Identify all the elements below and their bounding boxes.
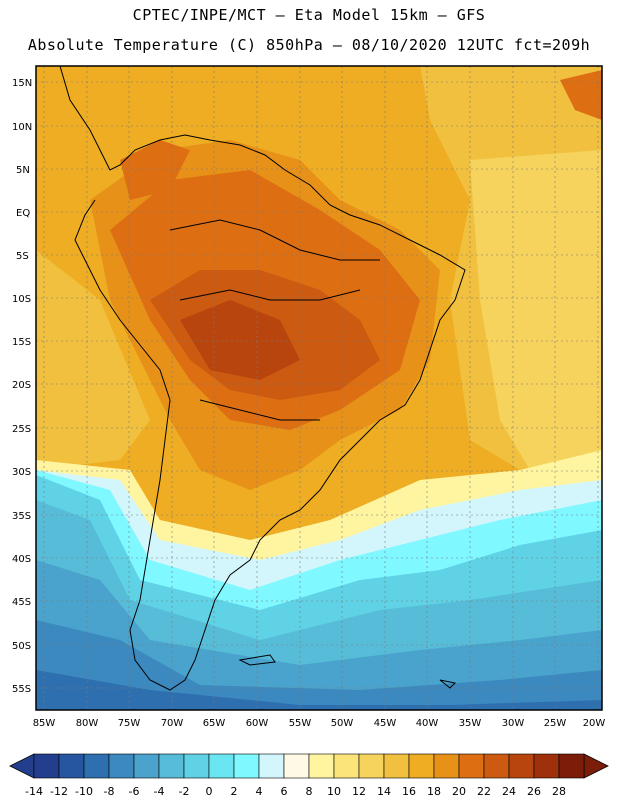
colorbar-label: 8 [306,785,313,798]
colorbar-swatch [333,753,360,779]
lon-label: 30W [502,718,525,729]
lat-label: 15N [12,78,32,89]
colorbar-label: 12 [352,785,366,798]
colorbar-min-arrow [9,753,35,779]
lon-label: 80W [76,718,99,729]
colorbar-label: 10 [327,785,341,798]
colorbar-swatch [358,753,385,779]
colorbar-swatch [408,753,435,779]
lon-label: 55W [289,718,312,729]
lat-label: 25S [12,424,31,435]
colorbar-swatch [283,753,310,779]
colorbar-swatch [258,753,285,779]
lon-label: 20W [583,718,606,729]
colorbar-swatch [183,753,210,779]
lon-label: 40W [416,718,439,729]
lon-label: 45W [374,718,397,729]
map-frame [35,65,603,711]
colorbar-swatch [383,753,410,779]
colorbar-swatch [83,753,110,779]
colorbar-swatch [458,753,485,779]
map-title-line2: Absolute Temperature (C) 850hPa – 08/10/… [27,36,591,54]
colorbar-label: -2 [179,785,190,798]
lon-label: 85W [33,718,56,729]
lat-label: 35S [12,511,31,522]
colorbar-label: -14 [25,785,43,798]
colorbar-swatch [433,753,460,779]
colorbar-label: 20 [452,785,466,798]
colorbar-swatch [108,753,135,779]
lat-label: 40S [12,554,31,565]
colorbar-label: 14 [377,785,391,798]
colorbar-swatch [33,753,60,779]
graticule [36,66,602,710]
lat-label: 30S [12,467,31,478]
lat-label: 5N [16,165,30,176]
longitude-labels: 85W 80W 75W 70W 65W 60W 55W 50W 45W 40W … [33,718,606,729]
colorbar-label: -12 [50,785,68,798]
lat-label: 20S [12,380,31,391]
colorbar-swatch [58,753,85,779]
colorbar-label: 4 [256,785,263,798]
colorbar-label: 0 [206,785,213,798]
colorbar-swatch [158,753,185,779]
colorbar-swatch [233,753,260,779]
colorbar-label: 18 [427,785,441,798]
coastlines [59,66,466,691]
lat-label: 5S [16,251,29,262]
lat-label: 15S [12,337,31,348]
lon-label: 75W [118,718,141,729]
colorbar-swatch [533,753,560,779]
colorbar-swatch [508,753,535,779]
colorbar-swatch [208,753,235,779]
colorbar-label: -4 [154,785,165,798]
colorbar-swatch [133,753,160,779]
lat-label: 10S [12,294,31,305]
colorbar-max-arrow [583,753,609,779]
colorbar-label: 24 [502,785,516,798]
colorbar: -14 -12 -10 -8 -6 -4 -2 0 2 4 6 8 10 12 14 16 18 20 22 24 26… [9,753,609,798]
temperature-field [36,66,602,710]
lat-label: 50S [12,641,31,652]
colorbar-label: 28 [552,785,566,798]
colorbar-swatch [308,753,335,779]
colorbar-label: 2 [231,785,238,798]
lon-label: 50W [331,718,354,729]
lon-label: 60W [246,718,269,729]
colorbar-swatch [483,753,510,779]
lon-label: 35W [459,718,482,729]
map-title-line1: CPTEC/INPE/MCT – Eta Model 15km – GFS [132,6,486,24]
colorbar-label: -6 [129,785,140,798]
lon-label: 70W [161,718,184,729]
lon-label: 65W [203,718,226,729]
lat-label: 45S [12,597,31,608]
colorbar-label: -10 [75,785,93,798]
lon-label: 25W [544,718,567,729]
colorbar-label: -8 [104,785,115,798]
colorbar-label: 26 [527,785,541,798]
colorbar-swatch [558,753,585,779]
colorbar-label: 16 [402,785,416,798]
lat-label: 55S [12,684,31,695]
lat-label: 10N [12,122,32,133]
lat-label: EQ [16,208,30,219]
latitude-labels: 15N 10N 5N EQ 5S 10S 15S 20S 25S 30S 35S… [12,78,32,695]
colorbar-label: 22 [477,785,491,798]
colorbar-label: 6 [281,785,288,798]
